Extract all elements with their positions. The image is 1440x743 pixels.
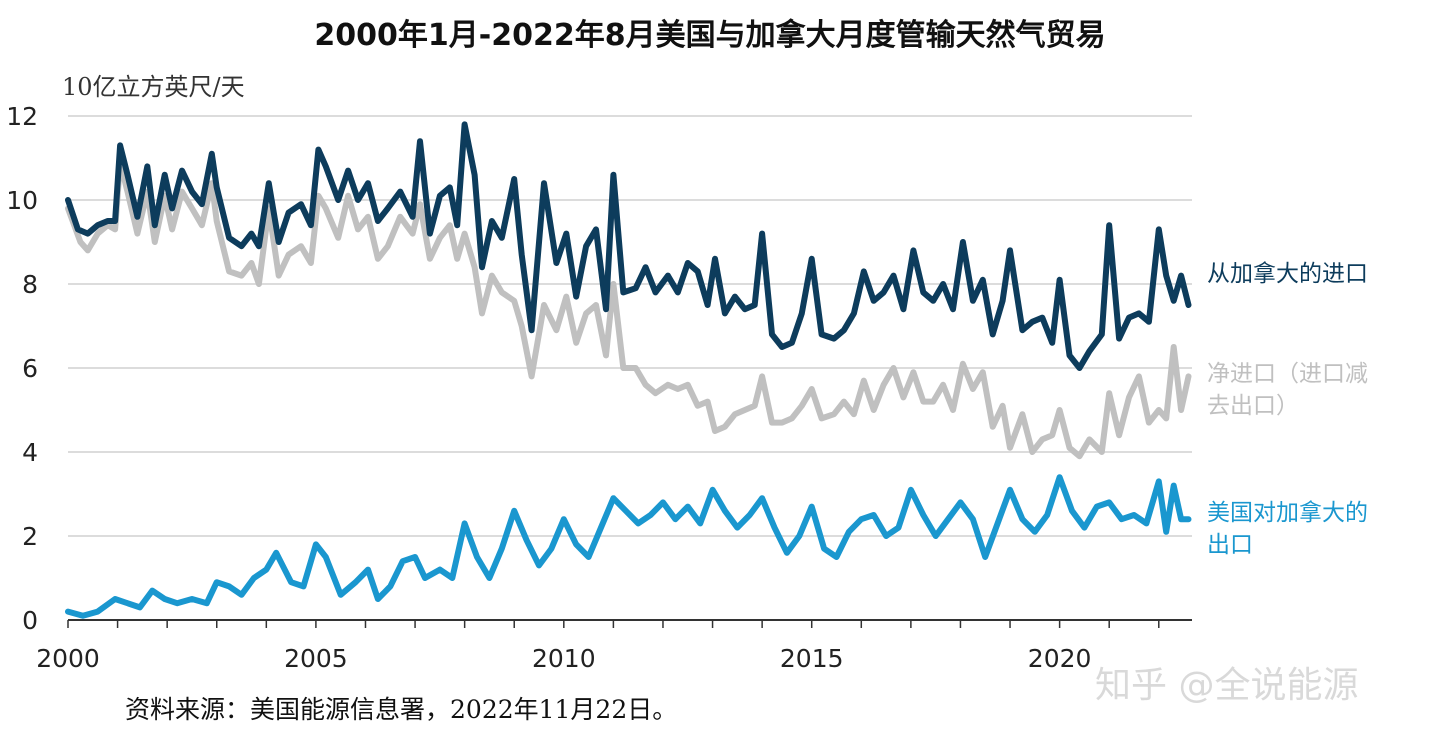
y-axis-unit-label: 10亿立方英尺/天 (62, 73, 245, 101)
y-tick-label: 12 (6, 102, 38, 131)
series-label: 从加拿大的进口 (1207, 260, 1368, 287)
source-note: 资料来源：美国能源信息署，2022年11月22日。 (125, 695, 677, 724)
chart-title: 2000年1月-2022年8月美国与加拿大月度管输天然气贸易 (314, 18, 1105, 53)
series-label: 美国对加拿大的 (1207, 499, 1368, 526)
series-line (65, 121, 1192, 371)
series-lines (65, 121, 1192, 619)
series-label: 去出口） (1207, 393, 1299, 419)
x-tick-label: 2005 (284, 644, 348, 673)
y-tick-label: 10 (6, 186, 38, 215)
watermark: 知乎 @全说能源 (1095, 665, 1358, 706)
series-line (65, 474, 1192, 619)
y-axis-ticks: 0 2 4 6 8 10 12 (6, 102, 38, 635)
y-tick-label: 0 (22, 606, 38, 635)
series-line (65, 159, 1192, 460)
y-tick-label: 6 (22, 354, 38, 383)
y-tick-label: 4 (22, 438, 38, 467)
y-tick-label: 2 (22, 522, 38, 551)
series-label: 出口 (1207, 532, 1253, 558)
series-label: 净进口（进口减 (1207, 361, 1368, 387)
y-tick-label: 8 (22, 270, 38, 299)
x-axis: 2000 2005 2010 2015 2020 (36, 619, 1192, 673)
x-tick-label: 2020 (1028, 644, 1092, 673)
x-tick-label: 2015 (780, 644, 844, 673)
x-tick-label: 2000 (36, 644, 100, 673)
x-tick-label: 2010 (532, 644, 596, 673)
